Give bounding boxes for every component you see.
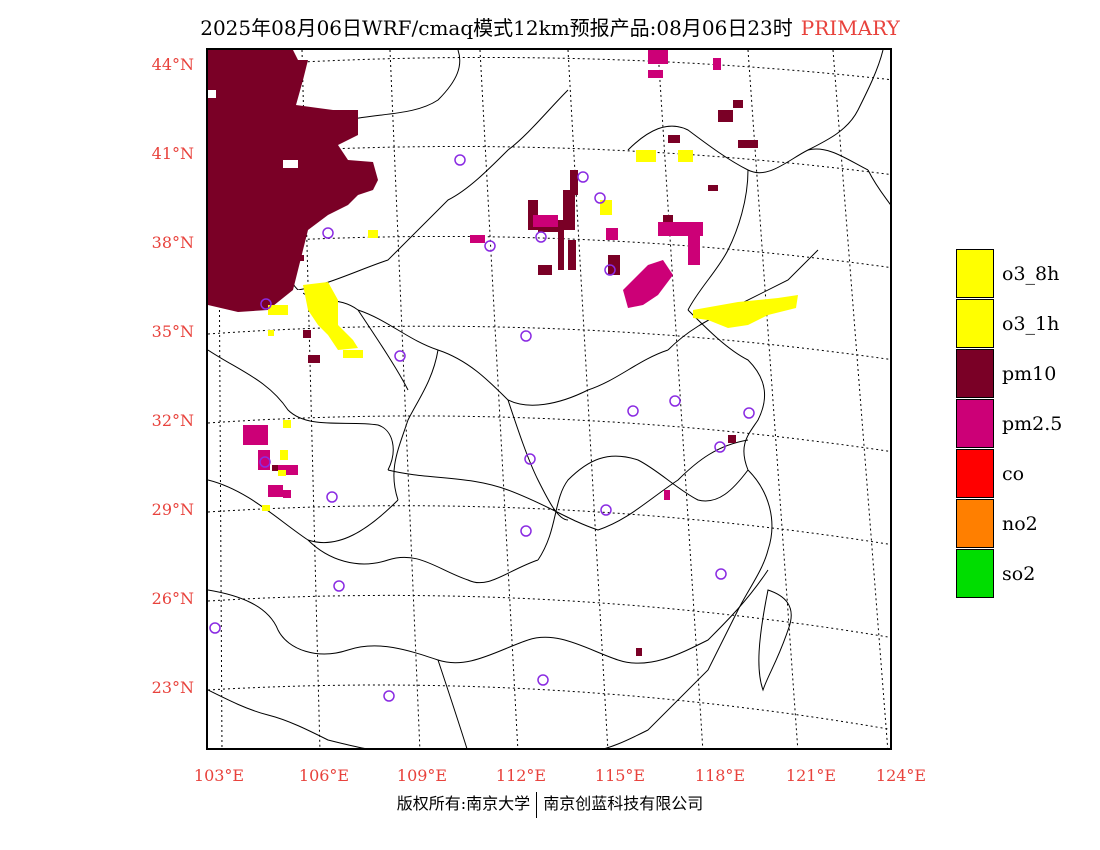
graticule	[208, 50, 890, 748]
pm10-gaps	[208, 90, 303, 300]
legend-swatch-pm10	[956, 349, 994, 398]
legend-swatch-co	[956, 449, 994, 498]
lat-label-41: 41°N	[151, 144, 194, 163]
legend-label-so2: so2	[1002, 563, 1036, 585]
lon-label-106: 106°E	[298, 766, 350, 785]
lon-label-103: 103°E	[193, 766, 245, 785]
boundaries	[208, 50, 890, 748]
lat-label-35: 35°N	[151, 322, 194, 341]
lat-label-23: 23°N	[151, 678, 194, 697]
lat-label-44: 44°N	[151, 55, 194, 74]
footer-copyright: 版权所有:南京大学	[396, 794, 531, 813]
lat-label-29: 29°N	[151, 500, 194, 519]
pm10-regions	[208, 50, 758, 656]
legend-label-co: co	[1002, 463, 1025, 485]
lat-label-38: 38°N	[151, 233, 194, 252]
pm25-regions	[243, 50, 721, 500]
legend-label-o3-8h: o3_8h	[1002, 263, 1060, 285]
lon-label-118: 118°E	[694, 766, 746, 785]
legend-label-o3-1h: o3_1h	[1002, 313, 1060, 335]
lon-label-109: 109°E	[396, 766, 448, 785]
footer-divider	[536, 791, 538, 818]
title-primary-tag: PRIMARY	[800, 16, 900, 40]
lat-label-26: 26°N	[151, 589, 194, 608]
lon-label-115: 115°E	[594, 766, 646, 785]
station-markers	[209, 154, 755, 702]
lon-label-124: 124°E	[875, 766, 927, 785]
legend-swatch-so2	[956, 549, 994, 598]
o3-regions	[262, 150, 798, 511]
legend-label-pm25: pm2.5	[1002, 413, 1063, 435]
legend-swatch-o3-1h	[956, 299, 994, 348]
legend-swatch-o3-8h	[956, 249, 994, 298]
title-text: 2025年08月06日WRF/cmaq模式12km预报产品:08月06日23时	[200, 16, 793, 40]
map-title: 2025年08月06日WRF/cmaq模式12km预报产品:08月06日23时 P…	[0, 12, 1100, 41]
copyright-footer: 版权所有:南京大学 南京创蓝科技有限公司	[0, 790, 1100, 818]
map-canvas	[208, 50, 890, 748]
map-panel	[206, 48, 892, 750]
lat-label-32: 32°N	[151, 411, 194, 430]
footer-company: 南京创蓝科技有限公司	[543, 794, 704, 813]
lon-label-112: 112°E	[495, 766, 547, 785]
legend-swatch-no2	[956, 499, 994, 548]
legend-swatch-pm25	[956, 399, 994, 448]
legend-label-pm10: pm10	[1002, 363, 1057, 385]
legend-label-no2: no2	[1002, 513, 1038, 535]
lon-label-121: 121°E	[785, 766, 837, 785]
